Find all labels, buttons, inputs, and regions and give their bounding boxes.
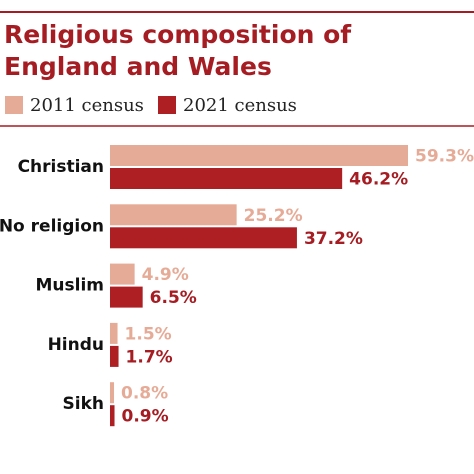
- value-label: 0.8%: [121, 384, 168, 404]
- legend-swatch: [158, 96, 176, 114]
- bar: [110, 405, 115, 427]
- bar: [110, 345, 119, 367]
- value-label: 25.2%: [244, 206, 303, 226]
- value-label: 1.7%: [126, 347, 173, 367]
- chart-title: England and Wales: [4, 52, 272, 81]
- category-label: Sikh: [63, 394, 104, 414]
- category-label: Christian: [18, 157, 104, 177]
- bar: [110, 145, 408, 166]
- value-label: 0.9%: [122, 407, 169, 427]
- bar: [110, 322, 118, 344]
- value-label: 59.3%: [415, 147, 474, 167]
- chart-title: Religious composition of: [4, 20, 352, 49]
- bar: [110, 168, 343, 189]
- bar: [110, 227, 297, 249]
- legend-label: 2011 census: [30, 95, 144, 116]
- value-label: 4.9%: [142, 265, 189, 285]
- bar: [110, 263, 135, 285]
- legend-swatch: [5, 96, 23, 114]
- value-label: 37.2%: [304, 229, 363, 249]
- category-label: Muslim: [35, 276, 104, 296]
- category-label: No religion: [0, 216, 104, 236]
- bar: [110, 382, 115, 404]
- value-label: 46.2%: [349, 170, 408, 190]
- category-label: Hindu: [48, 335, 104, 355]
- bar: [110, 204, 237, 226]
- legend-label: 2021 census: [183, 95, 297, 116]
- value-label: 1.5%: [125, 324, 172, 344]
- bar: [110, 286, 143, 308]
- value-label: 6.5%: [150, 288, 197, 308]
